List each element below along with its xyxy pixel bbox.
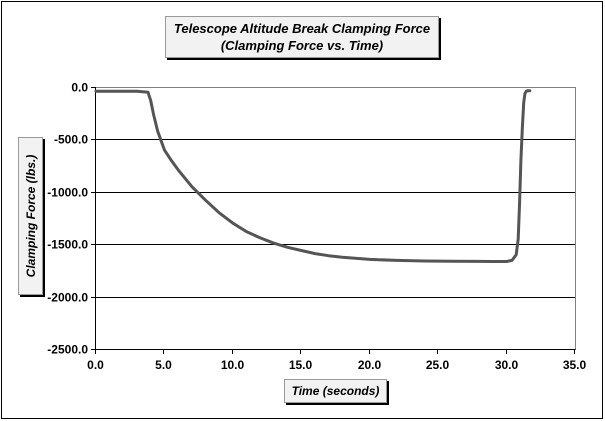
- x-tick-label: 10.0: [221, 358, 245, 372]
- x-tick-label: 25.0: [426, 358, 450, 372]
- tick-labels: 0.0-500.0-1000.0-1500.0-2000.0-2500.00.0…: [47, 81, 586, 373]
- x-tick-label: 30.0: [495, 358, 519, 372]
- y-axis-label-box: Clamping Force (lbs.): [18, 137, 43, 295]
- series-layer: [94, 89, 532, 263]
- x-tick-label: 5.0: [155, 358, 172, 372]
- y-tick-label: -500.0: [54, 133, 88, 147]
- x-tick-label: 20.0: [358, 358, 382, 372]
- y-tick-label: -1000.0: [47, 186, 88, 200]
- x-tick-label: 15.0: [289, 358, 313, 372]
- y-axis-label: Clamping Force (lbs.): [23, 154, 38, 278]
- axes: [91, 87, 576, 354]
- chart-subtitle: (Clamping Force vs. Time): [220, 38, 384, 53]
- plot-area: [95, 87, 576, 350]
- chart-title-box: Telescope Altitude Break Clamping Force …: [165, 16, 439, 58]
- gridlines: [96, 139, 575, 298]
- y-tick-label: -2000.0: [47, 291, 88, 305]
- x-axis-label-box: Time (seconds): [284, 379, 387, 403]
- x-axis-label: Time (seconds): [291, 384, 380, 398]
- y-tick-label: -1500.0: [47, 238, 88, 252]
- y-tick-label: 0.0: [71, 81, 88, 95]
- x-tick-label: 0.0: [87, 358, 104, 372]
- x-tick-label: 35.0: [563, 358, 587, 372]
- series-line: [94, 89, 532, 263]
- chart-title: Telescope Altitude Break Clamping Force: [173, 21, 431, 36]
- y-tick-label: -2500.0: [47, 343, 88, 357]
